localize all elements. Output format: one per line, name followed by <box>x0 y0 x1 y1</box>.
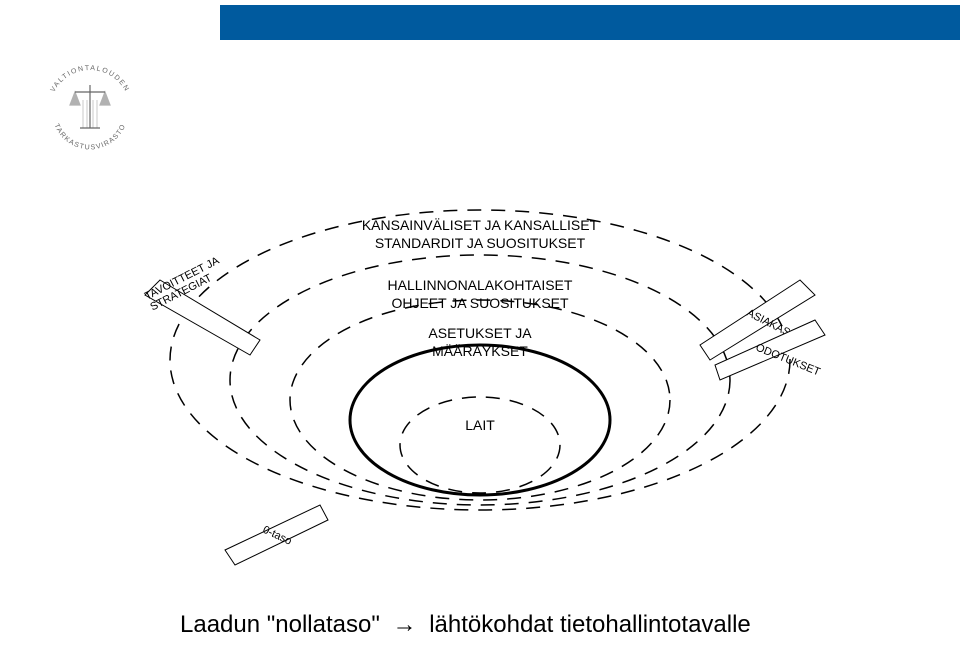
ellipse-label: ASETUKSET JAMÄÄRÄYKSET <box>428 325 532 359</box>
arrow-icon: → <box>393 611 417 639</box>
ellipse <box>400 397 560 493</box>
caption: Laadun "nollataso" → lähtökohdat tietoha… <box>180 611 751 639</box>
logo: VALTIONTALOUDEN TARKASTUSVIRASTO <box>35 50 145 160</box>
caption-after: lähtökohdat tietohallintotavalle <box>429 611 751 638</box>
caption-before: Laadun "nollataso" <box>180 611 380 638</box>
header-bar <box>220 5 960 40</box>
ellipse-label: KANSAINVÄLISET JA KANSALLISETSTANDARDIT … <box>362 217 599 251</box>
ellipse <box>170 210 790 510</box>
ellipse-label: LAIT <box>465 417 495 433</box>
diagram: KANSAINVÄLISET JA KANSALLISETSTANDARDIT … <box>80 150 880 590</box>
